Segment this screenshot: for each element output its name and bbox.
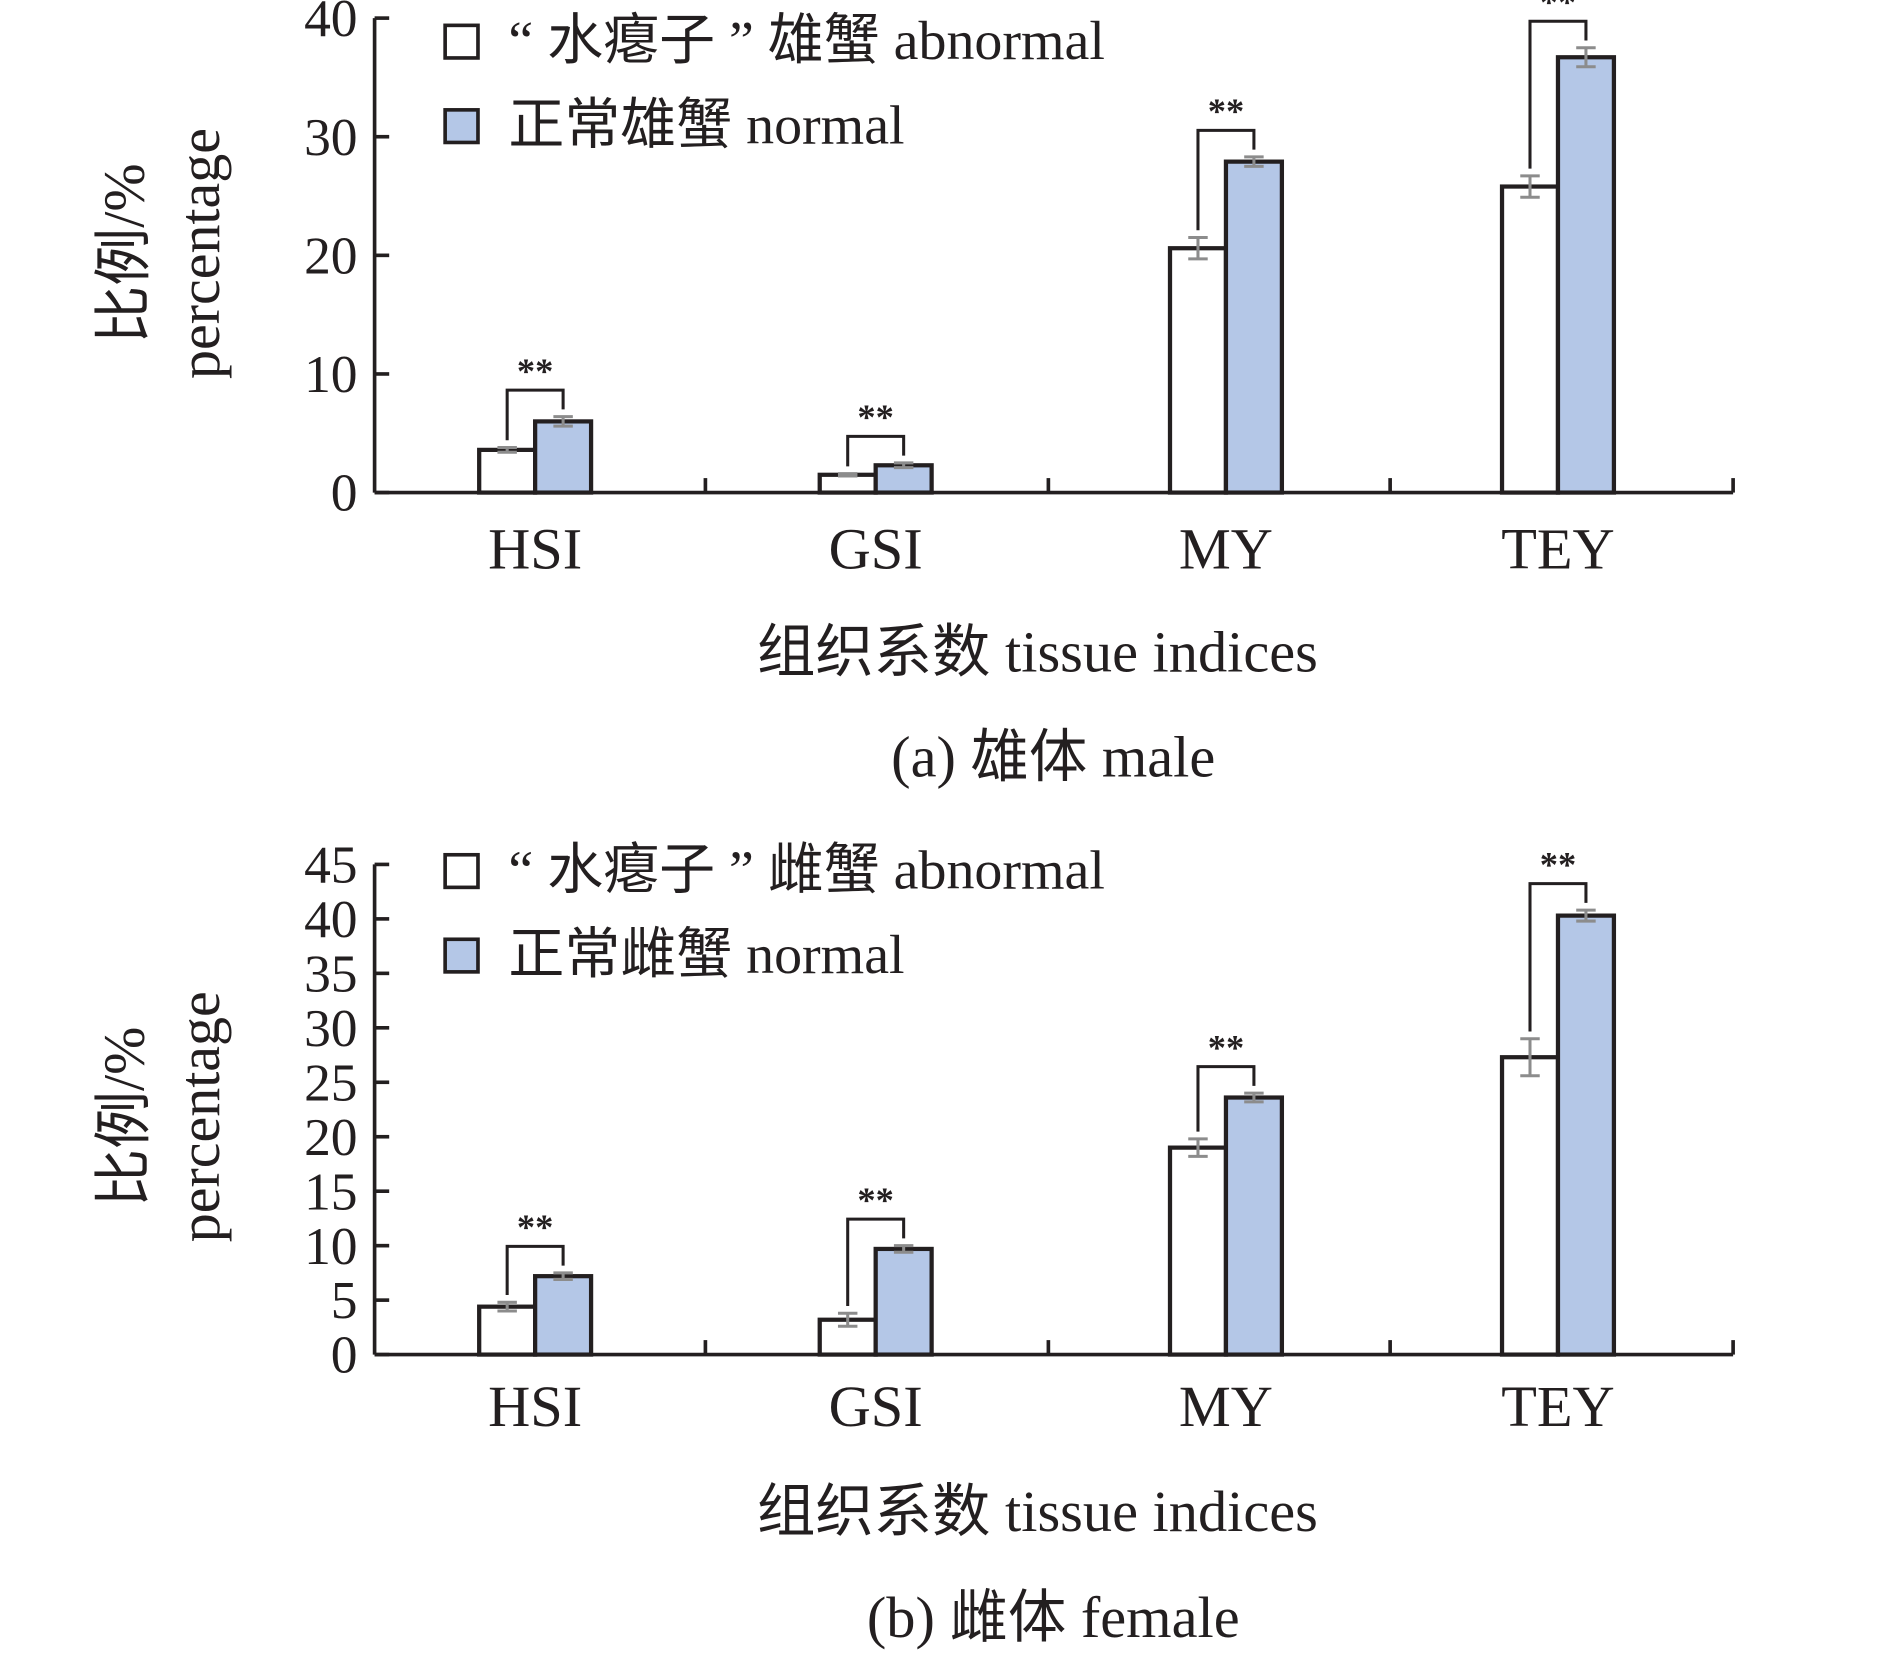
bar-abnormal <box>1499 184 1561 495</box>
significance-marker: ** <box>517 351 553 391</box>
significance-bracket <box>1196 1065 1256 1132</box>
bar-normal <box>1223 1095 1285 1357</box>
y-axis-label-en: percentage <box>167 991 232 1242</box>
chart-male: 0 10 20 30 40 HSI GSI MY TEY ** ** ** ** “ 水瘪子 ” 雄蟹 a… <box>91 0 1735 789</box>
bar-normal <box>533 1274 594 1357</box>
bar-normal <box>1555 913 1617 1357</box>
x-axis-label: 组织系数 tissue indices <box>757 619 1318 684</box>
significance-bracket <box>505 388 565 441</box>
significance-marker: ** <box>1540 0 1576 22</box>
x-axis-label: 组织系数 tissue indices <box>757 1479 1318 1544</box>
x-tick-label: MY <box>1179 517 1273 582</box>
bar-abnormal <box>1499 1055 1561 1357</box>
significance-bracket <box>846 434 906 467</box>
legend-label: 正常雄蟹 normal <box>508 95 904 157</box>
significance-bracket <box>1196 128 1256 231</box>
y-tick-label: 10 <box>304 1216 357 1276</box>
y-tick-label: 0 <box>331 1325 358 1385</box>
legend-swatch <box>443 108 480 145</box>
legend-swatch <box>443 23 480 60</box>
y-tick-label: 30 <box>304 998 357 1058</box>
x-tick-label: GSI <box>829 517 923 582</box>
y-tick-label: 40 <box>304 0 357 48</box>
significance-marker: ** <box>857 1180 893 1220</box>
x-tick-label: HSI <box>488 1374 582 1439</box>
x-tick-label: HSI <box>488 517 582 582</box>
legend-label: 正常雌蟹 normal <box>508 924 904 986</box>
y-axis-label-cn: 比例/% <box>91 1027 156 1207</box>
x-tick-label: MY <box>1179 1374 1273 1439</box>
y-axis-label-cn: 比例/% <box>91 163 156 343</box>
bar-abnormal <box>1167 246 1229 495</box>
y-tick-label: 40 <box>304 889 357 949</box>
chart-caption: (b) 雌体 female <box>867 1585 1240 1650</box>
y-tick-label: 20 <box>304 1107 357 1167</box>
bar-normal <box>1555 55 1617 495</box>
y-tick-label: 5 <box>331 1270 358 1330</box>
y-axis-label: 比例/% percentage <box>91 991 232 1242</box>
y-tick-label: 30 <box>304 107 357 167</box>
x-tick-label: TEY <box>1501 1374 1614 1439</box>
bar-abnormal <box>477 1304 538 1357</box>
significance-marker: ** <box>517 1207 553 1247</box>
y-tick-label: 25 <box>304 1053 357 1113</box>
bar-normal <box>1223 159 1285 495</box>
y-tick-label: 35 <box>304 944 357 1004</box>
significance-bracket <box>505 1244 565 1296</box>
bar-normal <box>873 1246 934 1357</box>
y-tick-label: 15 <box>304 1161 357 1221</box>
y-tick-label: 45 <box>304 835 357 895</box>
legend-label: “ 水瘪子 ” 雄蟹 abnormal <box>508 10 1105 72</box>
x-tick-label: GSI <box>829 1374 923 1439</box>
y-tick-label: 20 <box>304 226 357 286</box>
legend-swatch <box>443 852 480 890</box>
y-tick-label: 10 <box>304 344 357 404</box>
significance-marker: ** <box>1540 844 1576 884</box>
significance-bracket <box>846 1217 906 1306</box>
significance-marker: ** <box>1208 91 1244 131</box>
legend-swatch <box>443 937 480 974</box>
bar-abnormal <box>1167 1145 1229 1357</box>
significance-marker: ** <box>1208 1027 1244 1067</box>
significance-marker: ** <box>857 397 893 437</box>
x-tick-label: TEY <box>1501 517 1614 582</box>
bar-normal <box>533 419 594 495</box>
bar-normal <box>873 463 934 495</box>
legend-label: “ 水瘪子 ” 雌蟹 abnormal <box>508 840 1105 902</box>
bar-abnormal <box>477 447 538 495</box>
chart-caption: (a) 雄体 male <box>891 724 1215 789</box>
y-axis-label-en: percentage <box>167 128 232 379</box>
significance-bracket <box>1528 882 1588 1032</box>
y-axis-label: 比例/% percentage <box>91 128 232 379</box>
significance-bracket <box>1528 19 1588 169</box>
y-tick-label: 0 <box>331 463 358 523</box>
